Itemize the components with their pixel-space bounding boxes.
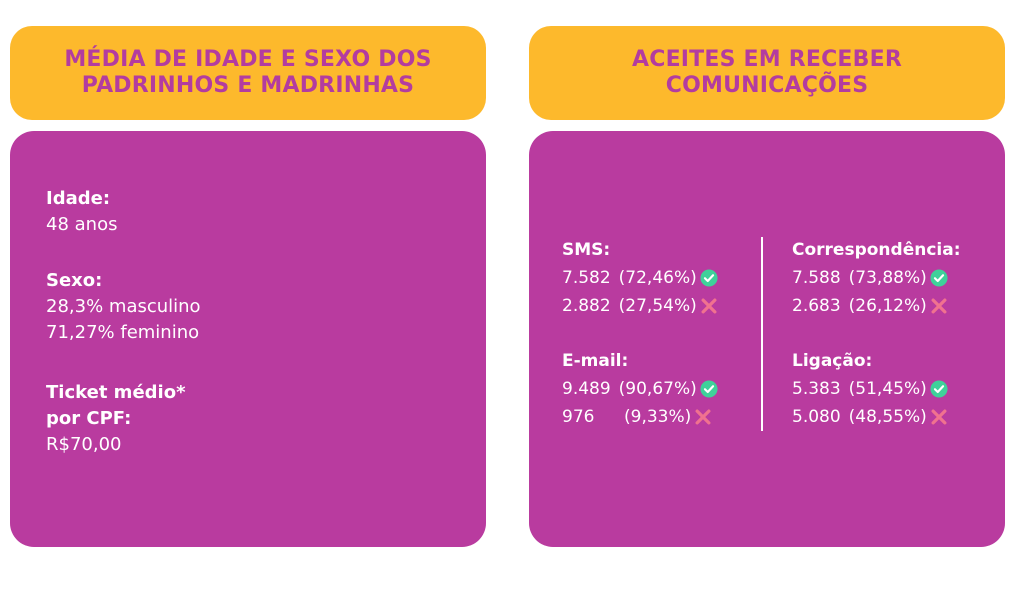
- phone-call-yes-row: 5.383 (51,45%): [792, 375, 948, 403]
- age-sex-title-line1: MÉDIA DE IDADE E SEXO DOS: [64, 47, 432, 72]
- phone-call-yes-pct: (51,45%): [848, 379, 927, 399]
- sex-label: Sexo:: [46, 270, 103, 291]
- sms-no-row: 2.882 (27,54%): [562, 292, 718, 320]
- cross-icon: [931, 298, 947, 314]
- correspondence-yes-row: 7.588 (73,88%): [792, 264, 961, 292]
- check-circle-icon: [930, 269, 948, 287]
- sms-yes-row: 7.582 (72,46%): [562, 264, 718, 292]
- communications-title-line2: COMUNICAÇÕES: [665, 73, 869, 98]
- email-no-pct: (9,33%): [624, 407, 692, 427]
- check-circle-icon: [700, 380, 718, 398]
- cross-icon: [931, 409, 947, 425]
- communications-panel: SMS: 7.582 (72,46%) 2.882 (27,54%) E-mai…: [529, 131, 1005, 547]
- age-stat: Idade: 48 anos: [46, 186, 117, 238]
- correspondence-no-count: 2.683: [792, 296, 841, 316]
- phone-call-label: Ligação:: [792, 351, 873, 371]
- ticket-stat: Ticket médio* por CPF: R$70,00: [46, 380, 185, 458]
- phone-call-no-count: 5.080: [792, 407, 841, 427]
- column-divider: [761, 237, 763, 431]
- age-value: 48 anos: [46, 214, 118, 235]
- ticket-label-line1: Ticket médio*: [46, 382, 186, 403]
- sms-block: SMS: 7.582 (72,46%) 2.882 (27,54%): [562, 237, 718, 320]
- correspondence-label: Correspondência:: [792, 240, 961, 260]
- correspondence-no-row: 2.683 (26,12%): [792, 292, 961, 320]
- phone-call-no-pct: (48,55%): [848, 407, 927, 427]
- email-yes-pct: (90,67%): [618, 379, 697, 399]
- correspondence-no-pct: (26,12%): [848, 296, 927, 316]
- sms-yes-pct: (72,46%): [618, 268, 697, 288]
- email-no-row: 976 (9,33%): [562, 403, 718, 431]
- email-label: E-mail:: [562, 351, 629, 371]
- email-block: E-mail: 9.489 (90,67%) 976 (9,33%): [562, 348, 718, 431]
- phone-call-no-row: 5.080 (48,55%): [792, 403, 948, 431]
- age-sex-title-line2: PADRINHOS E MADRINHAS: [81, 73, 415, 98]
- sex-male-value: 28,3% masculino: [46, 296, 201, 317]
- age-sex-header: MÉDIA DE IDADE E SEXO DOS PADRINHOS E MA…: [10, 26, 486, 120]
- correspondence-block: Correspondência: 7.588 (73,88%) 2.683 (2…: [792, 237, 961, 320]
- correspondence-yes-count: 7.588: [792, 268, 841, 288]
- email-yes-count: 9.489: [562, 379, 611, 399]
- email-yes-row: 9.489 (90,67%): [562, 375, 718, 403]
- correspondence-yes-pct: (73,88%): [848, 268, 927, 288]
- communications-title-line1: ACEITES EM RECEBER: [632, 47, 902, 72]
- sms-yes-count: 7.582: [562, 268, 611, 288]
- sex-female-value: 71,27% feminino: [46, 322, 200, 343]
- sms-no-pct: (27,54%): [618, 296, 697, 316]
- sms-label: SMS:: [562, 240, 611, 260]
- phone-call-block: Ligação: 5.383 (51,45%) 5.080 (48,55%): [792, 348, 948, 431]
- ticket-value: R$70,00: [46, 434, 122, 455]
- check-circle-icon: [700, 269, 718, 287]
- check-circle-icon: [930, 380, 948, 398]
- ticket-label-line2: por CPF:: [46, 408, 132, 429]
- cross-icon: [701, 298, 717, 314]
- email-no-count: 976: [562, 407, 595, 427]
- age-label: Idade:: [46, 188, 111, 209]
- sex-stat: Sexo: 28,3% masculino 71,27% feminino: [46, 268, 201, 346]
- communications-header: ACEITES EM RECEBER COMUNICAÇÕES: [529, 26, 1005, 120]
- cross-icon: [695, 409, 711, 425]
- age-sex-panel: Idade: 48 anos Sexo: 28,3% masculino 71,…: [10, 131, 486, 547]
- phone-call-yes-count: 5.383: [792, 379, 841, 399]
- sms-no-count: 2.882: [562, 296, 611, 316]
